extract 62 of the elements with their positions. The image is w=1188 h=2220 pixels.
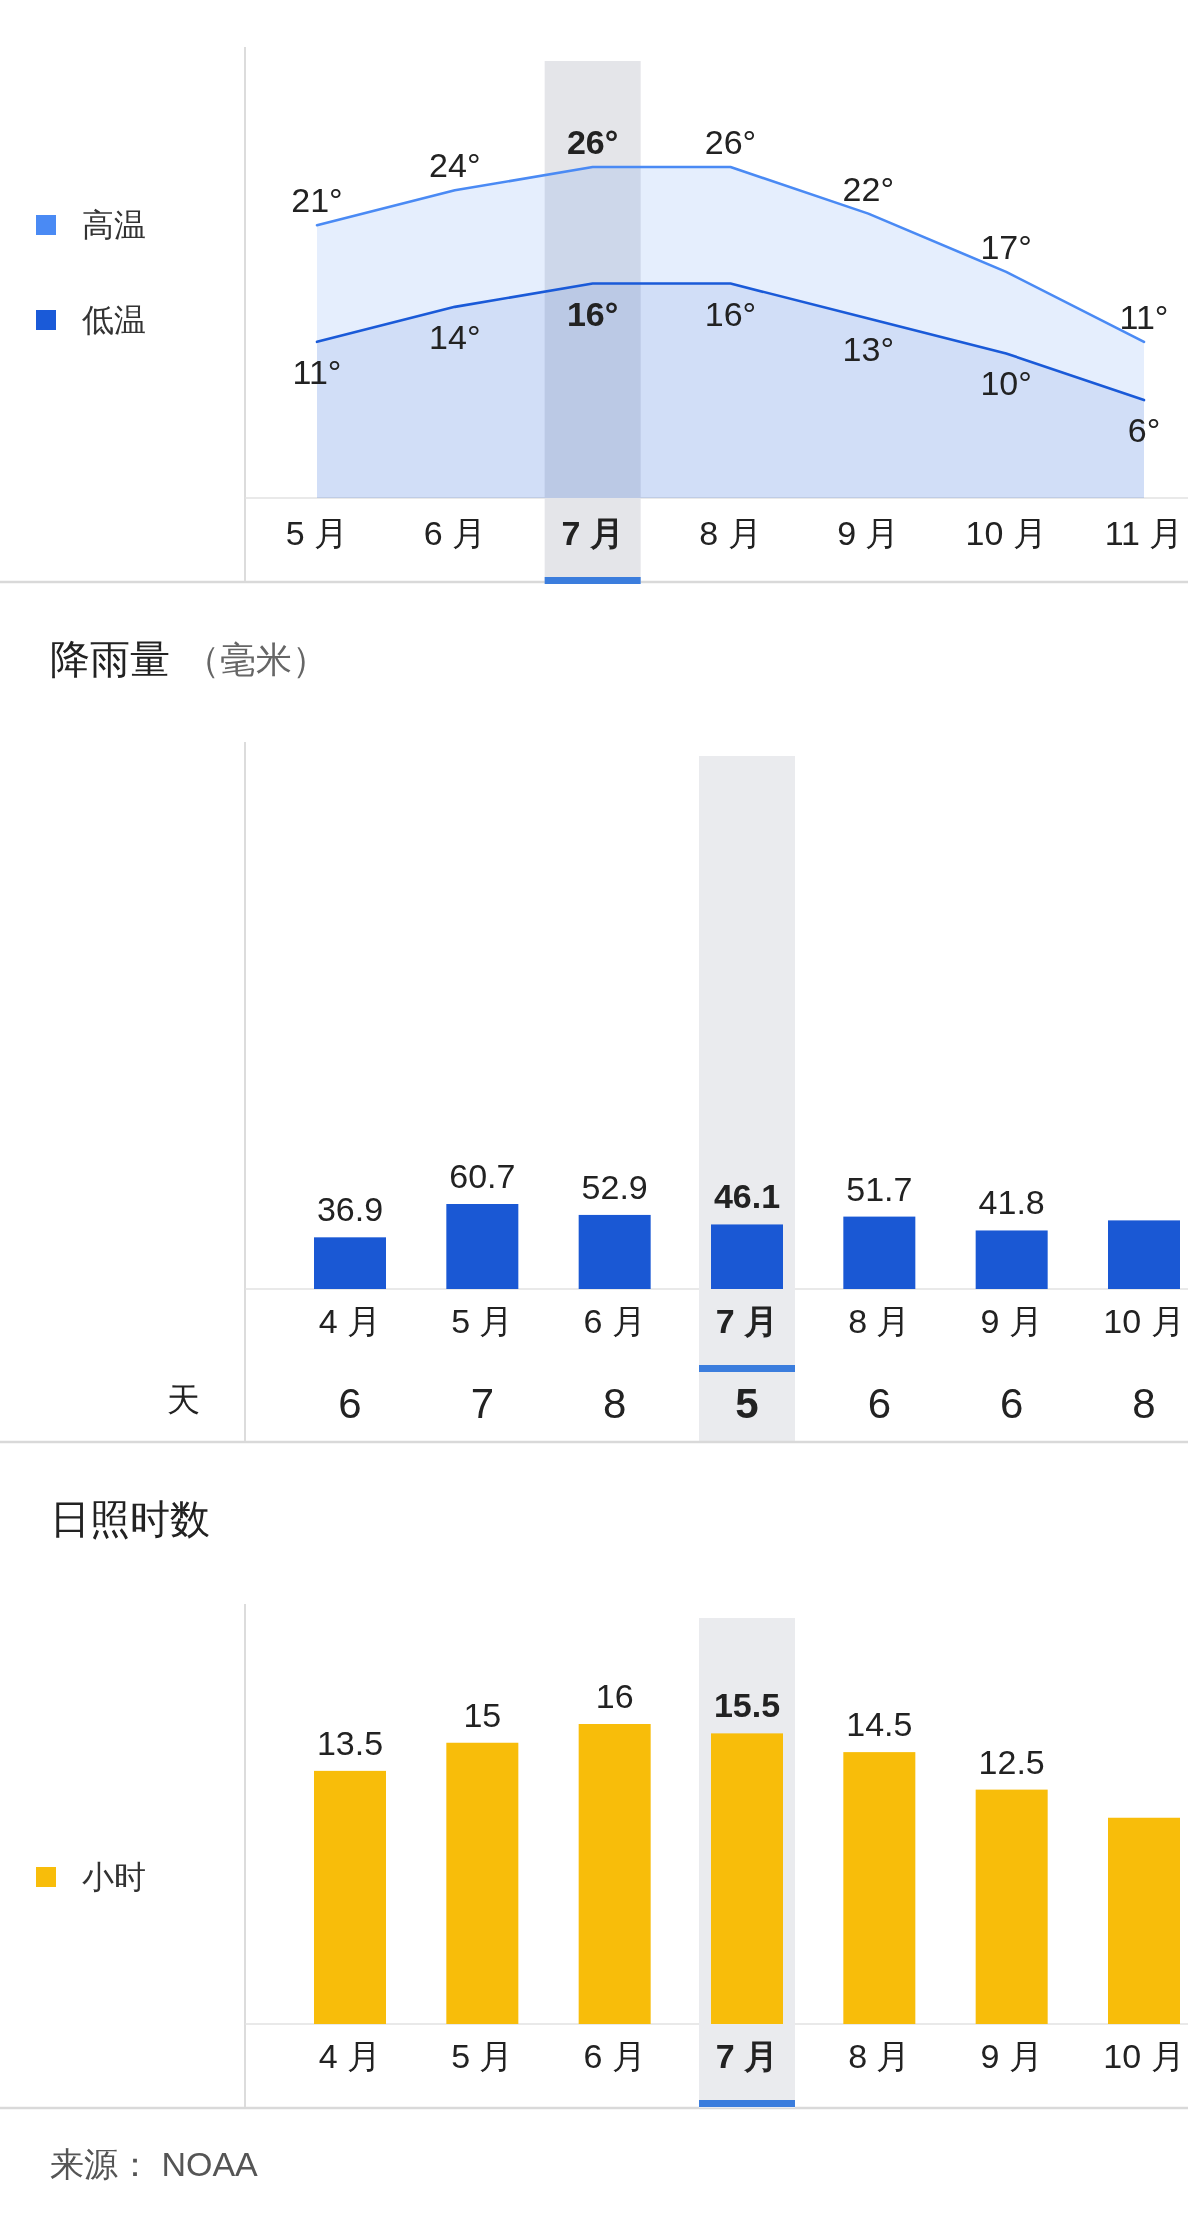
value-label: 8 [1132, 1379, 1156, 1427]
value-label: 11° [1119, 297, 1169, 336]
x-tick-label: 10 月 [1103, 2037, 1185, 2075]
value-label: 13.5 [316, 1723, 384, 1762]
value-label: 16° [566, 294, 619, 333]
x-tick-label: 9 月 [980, 1302, 1043, 1340]
value-label: 36.9 [316, 1190, 384, 1229]
value-label: 6 [867, 1379, 891, 1427]
title: 降雨量 [50, 637, 170, 681]
x-tick-label: 10 月 [965, 514, 1047, 552]
value-label: 7 [470, 1379, 494, 1427]
value-label: 11° [292, 352, 342, 391]
note: 来源： NOAA [50, 2145, 258, 2183]
value-label: 21° [291, 181, 343, 220]
value-label: 14.5 [846, 1705, 913, 1744]
value-label: 10° [980, 364, 1032, 403]
title: 日照时数 [50, 1497, 210, 1541]
value-label: 12.5 [978, 1742, 1045, 1781]
x-tick-label: 8 月 [848, 2037, 911, 2075]
legend-label: 小时 [82, 1859, 146, 1895]
value-label: 6 [338, 1379, 362, 1427]
value-label: 17° [980, 227, 1032, 266]
value-label: 14° [429, 317, 481, 356]
x-tick-label: 6 月 [583, 2037, 646, 2075]
value-label: 22° [842, 169, 895, 208]
value-label: 26° [704, 123, 757, 161]
value-label: 6 [1000, 1379, 1024, 1427]
value-label: 13° [842, 329, 895, 368]
x-tick-label: 10 月 [1103, 1302, 1185, 1340]
value-label: 15.5 [713, 1686, 781, 1725]
ylabel: 天 [167, 1380, 200, 1418]
x-tick-label: 8 月 [699, 514, 762, 552]
x-tick-label: 7 月 [561, 514, 624, 552]
value-label: 46.1 [713, 1177, 781, 1216]
x-tick-label: 5 月 [285, 514, 349, 552]
value-label: 26° [566, 123, 619, 161]
x-tick-label: 5 月 [451, 1302, 514, 1340]
x-tick-label: 9 月 [980, 2037, 1043, 2075]
x-tick-label: 5 月 [451, 2037, 514, 2075]
value-label: 24° [429, 146, 481, 185]
x-tick-label: 6 月 [583, 1302, 646, 1340]
x-tick-label: 7 月 [715, 1302, 779, 1340]
value-label: 6° [1127, 411, 1161, 450]
value-label: 8 [603, 1379, 627, 1427]
x-tick-label: 8 月 [848, 1302, 911, 1340]
x-tick-label: 11 月 [1104, 514, 1184, 552]
value-label: 51.7 [846, 1169, 913, 1208]
legend-label: 低温 [82, 302, 146, 338]
value-label: 16° [704, 294, 757, 333]
subtitle: （毫米） [184, 638, 328, 680]
x-tick-label: 4 月 [318, 2037, 382, 2075]
value-label: 41.8 [978, 1183, 1045, 1222]
value-label: 60.7 [449, 1157, 516, 1195]
x-tick-label: 7 月 [715, 2037, 779, 2075]
x-tick-label: 6 月 [423, 514, 486, 552]
x-tick-label: 9 月 [837, 514, 900, 552]
value-label: 52.9 [581, 1167, 648, 1206]
value-label: 16 [595, 1677, 634, 1715]
value-label: 5 [735, 1379, 759, 1427]
value-label: 15 [463, 1695, 502, 1734]
x-tick-label: 4 月 [318, 1302, 382, 1340]
legend-label: 高温 [82, 207, 146, 243]
